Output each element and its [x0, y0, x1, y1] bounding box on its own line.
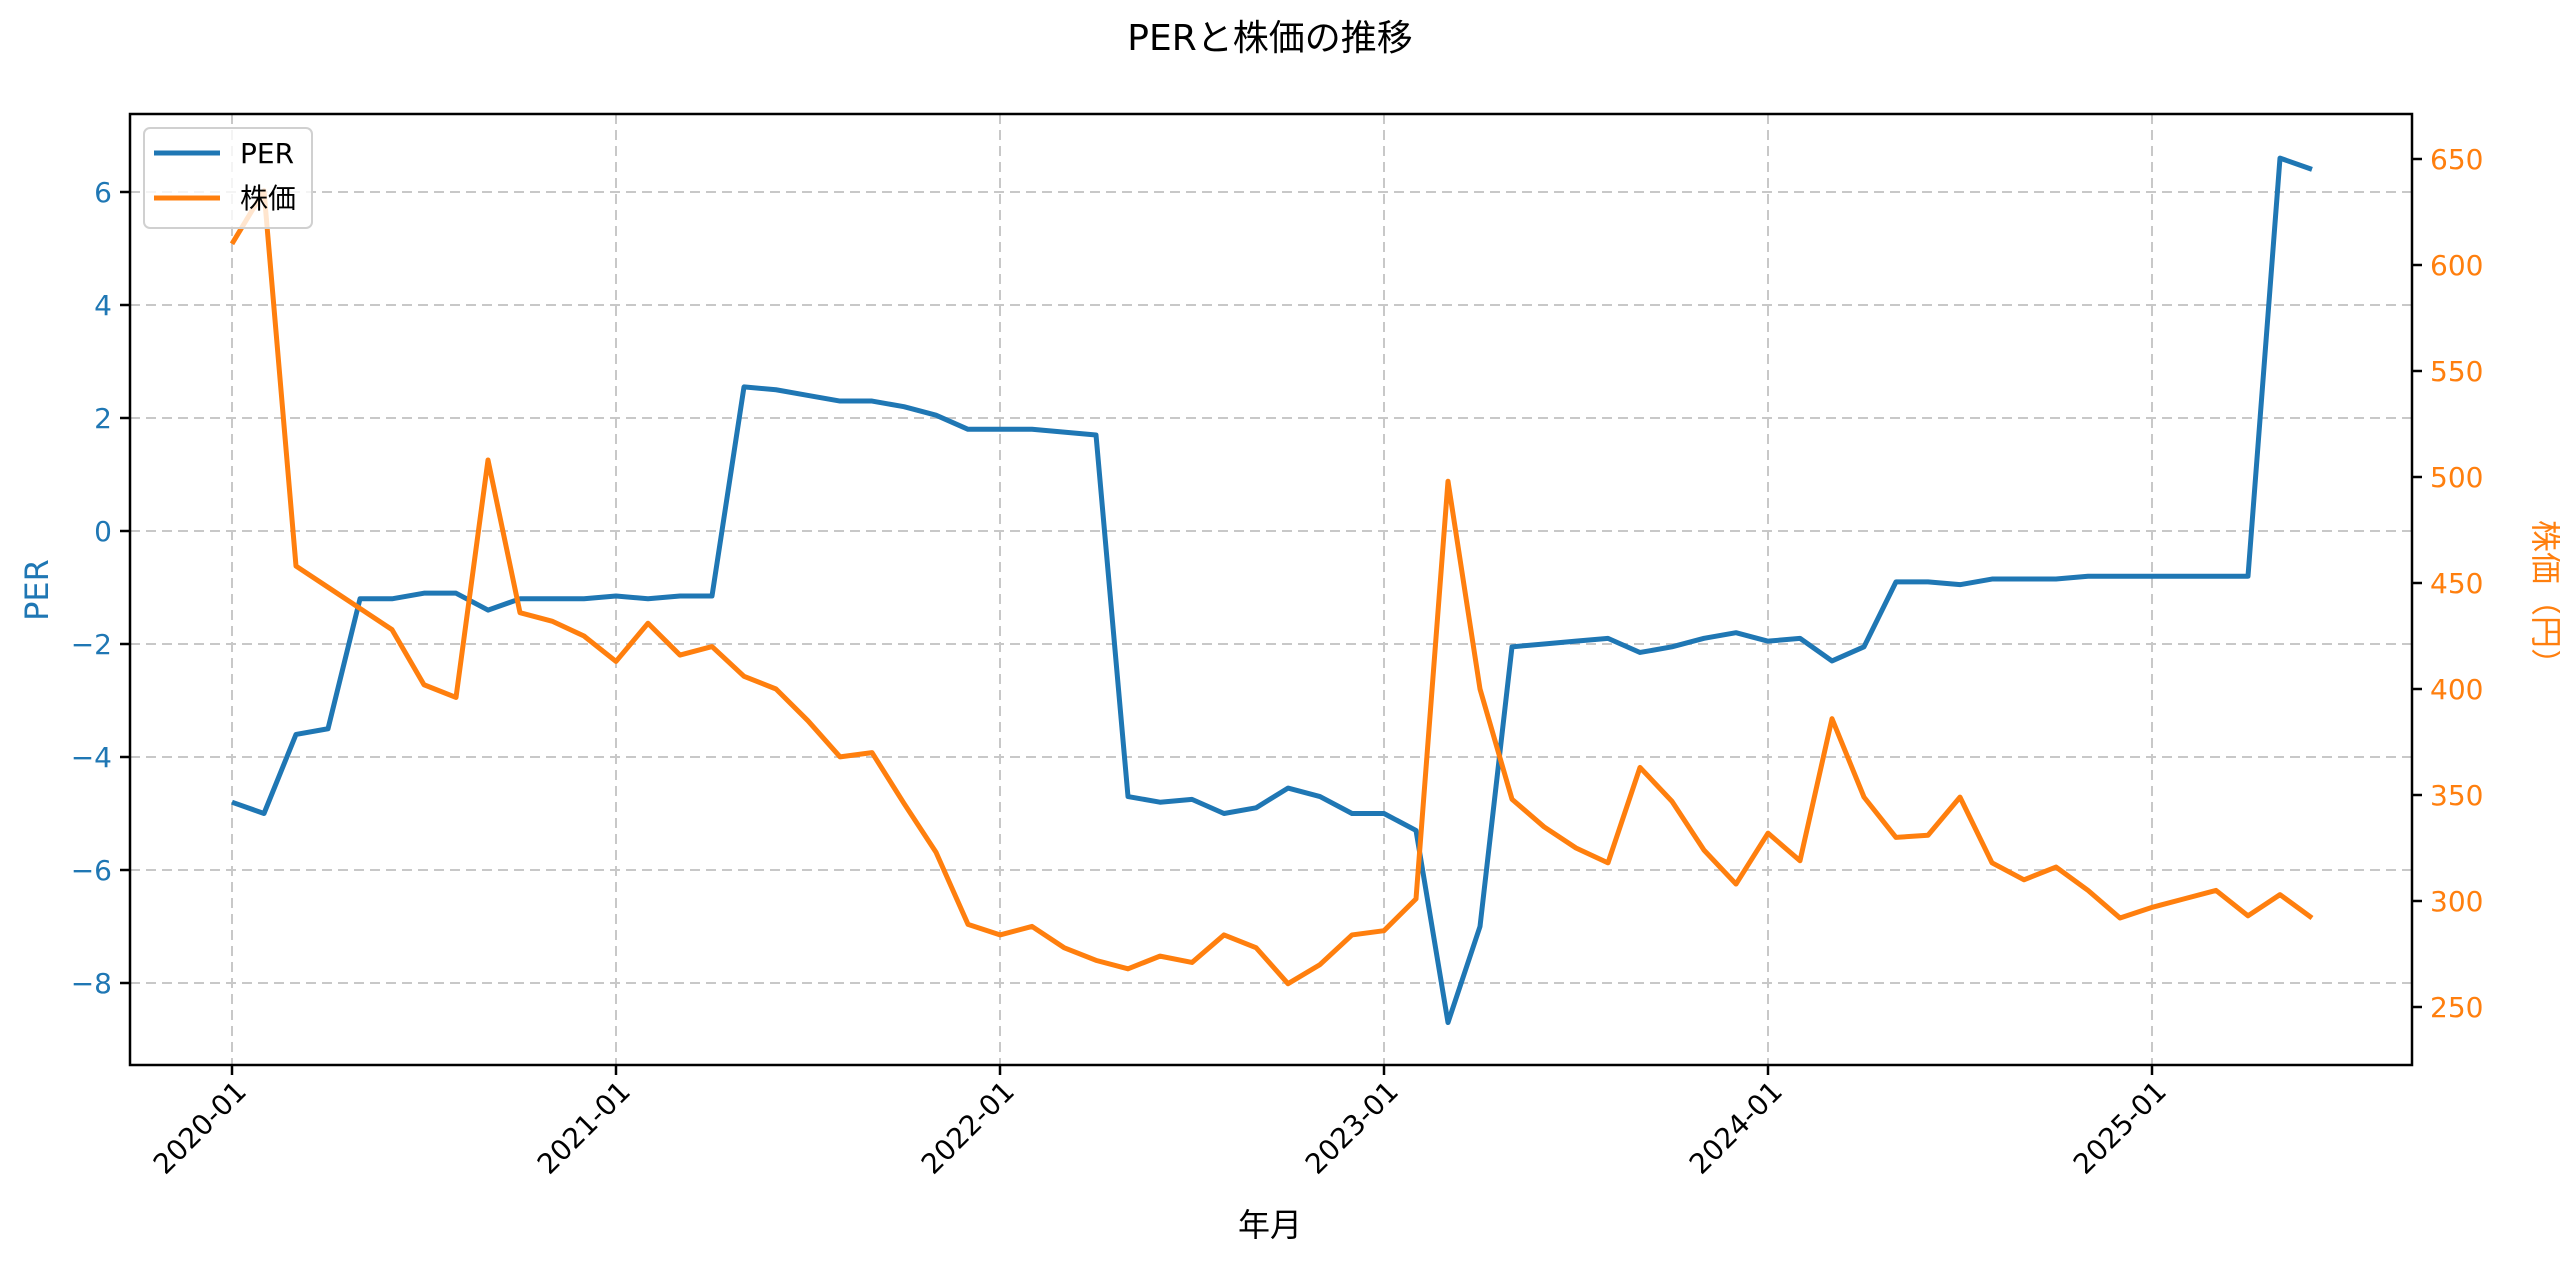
x-tick-label: 2022-01: [915, 1075, 1021, 1181]
legend-price-label: 株価: [240, 182, 296, 215]
y-tick-label-right: 300: [2430, 885, 2483, 918]
right-axis-ticks: 250 300 350 400 450 500 550 600 650: [2412, 143, 2483, 1024]
y-axis-label-right: 株価（円）: [2527, 520, 2560, 680]
y-tick-label-right: 400: [2430, 673, 2483, 706]
y-tick-label-right: 550: [2430, 355, 2483, 388]
x-tick-label: 2023-01: [1299, 1075, 1405, 1181]
y-axis-label-left: PER: [18, 559, 56, 621]
y-tick-label-right: 650: [2430, 143, 2483, 176]
y-tick-label-left: 6: [94, 176, 112, 209]
y-tick-label-left: −6: [71, 854, 112, 887]
per-line: [231, 155, 2313, 1026]
plot-frame: [128, 112, 2414, 1067]
legend: PER 株価: [143, 127, 313, 229]
plot-lines: [229, 155, 2314, 1026]
legend-per-label: PER: [240, 137, 294, 170]
y-tick-label-left: 0: [94, 515, 112, 548]
y-tick-label-right: 600: [2430, 249, 2483, 282]
x-tick-label: 2021-01: [531, 1075, 637, 1181]
y-tick-label-left: −2: [71, 628, 112, 661]
y-tick-label-left: −8: [71, 967, 112, 1000]
y-tick-label-left: 4: [94, 289, 112, 322]
x-axis-ticks: 2020-01 2021-01 2022-01 2023-01 2024-01 2025-…: [147, 1065, 2173, 1181]
y-tick-label-right: 250: [2430, 991, 2483, 1024]
x-axis-label: 年月: [1238, 1206, 1302, 1244]
x-tick-label: 2025-01: [2067, 1075, 2173, 1181]
y-tick-label-left: −4: [71, 741, 112, 774]
chart-title: PERと株価の推移: [1127, 18, 1412, 59]
x-tick-label: 2024-01: [1683, 1075, 1789, 1181]
price-line: [229, 188, 2314, 987]
y-tick-label-right: 450: [2430, 567, 2483, 600]
left-axis-ticks: −8 −6 −4 −2 0 2 4 6: [71, 176, 130, 1000]
x-tick-label: 2020-01: [147, 1075, 253, 1181]
y-tick-label-left: 2: [94, 402, 112, 435]
y-tick-label-right: 500: [2430, 461, 2483, 494]
y-tick-label-right: 350: [2430, 779, 2483, 812]
